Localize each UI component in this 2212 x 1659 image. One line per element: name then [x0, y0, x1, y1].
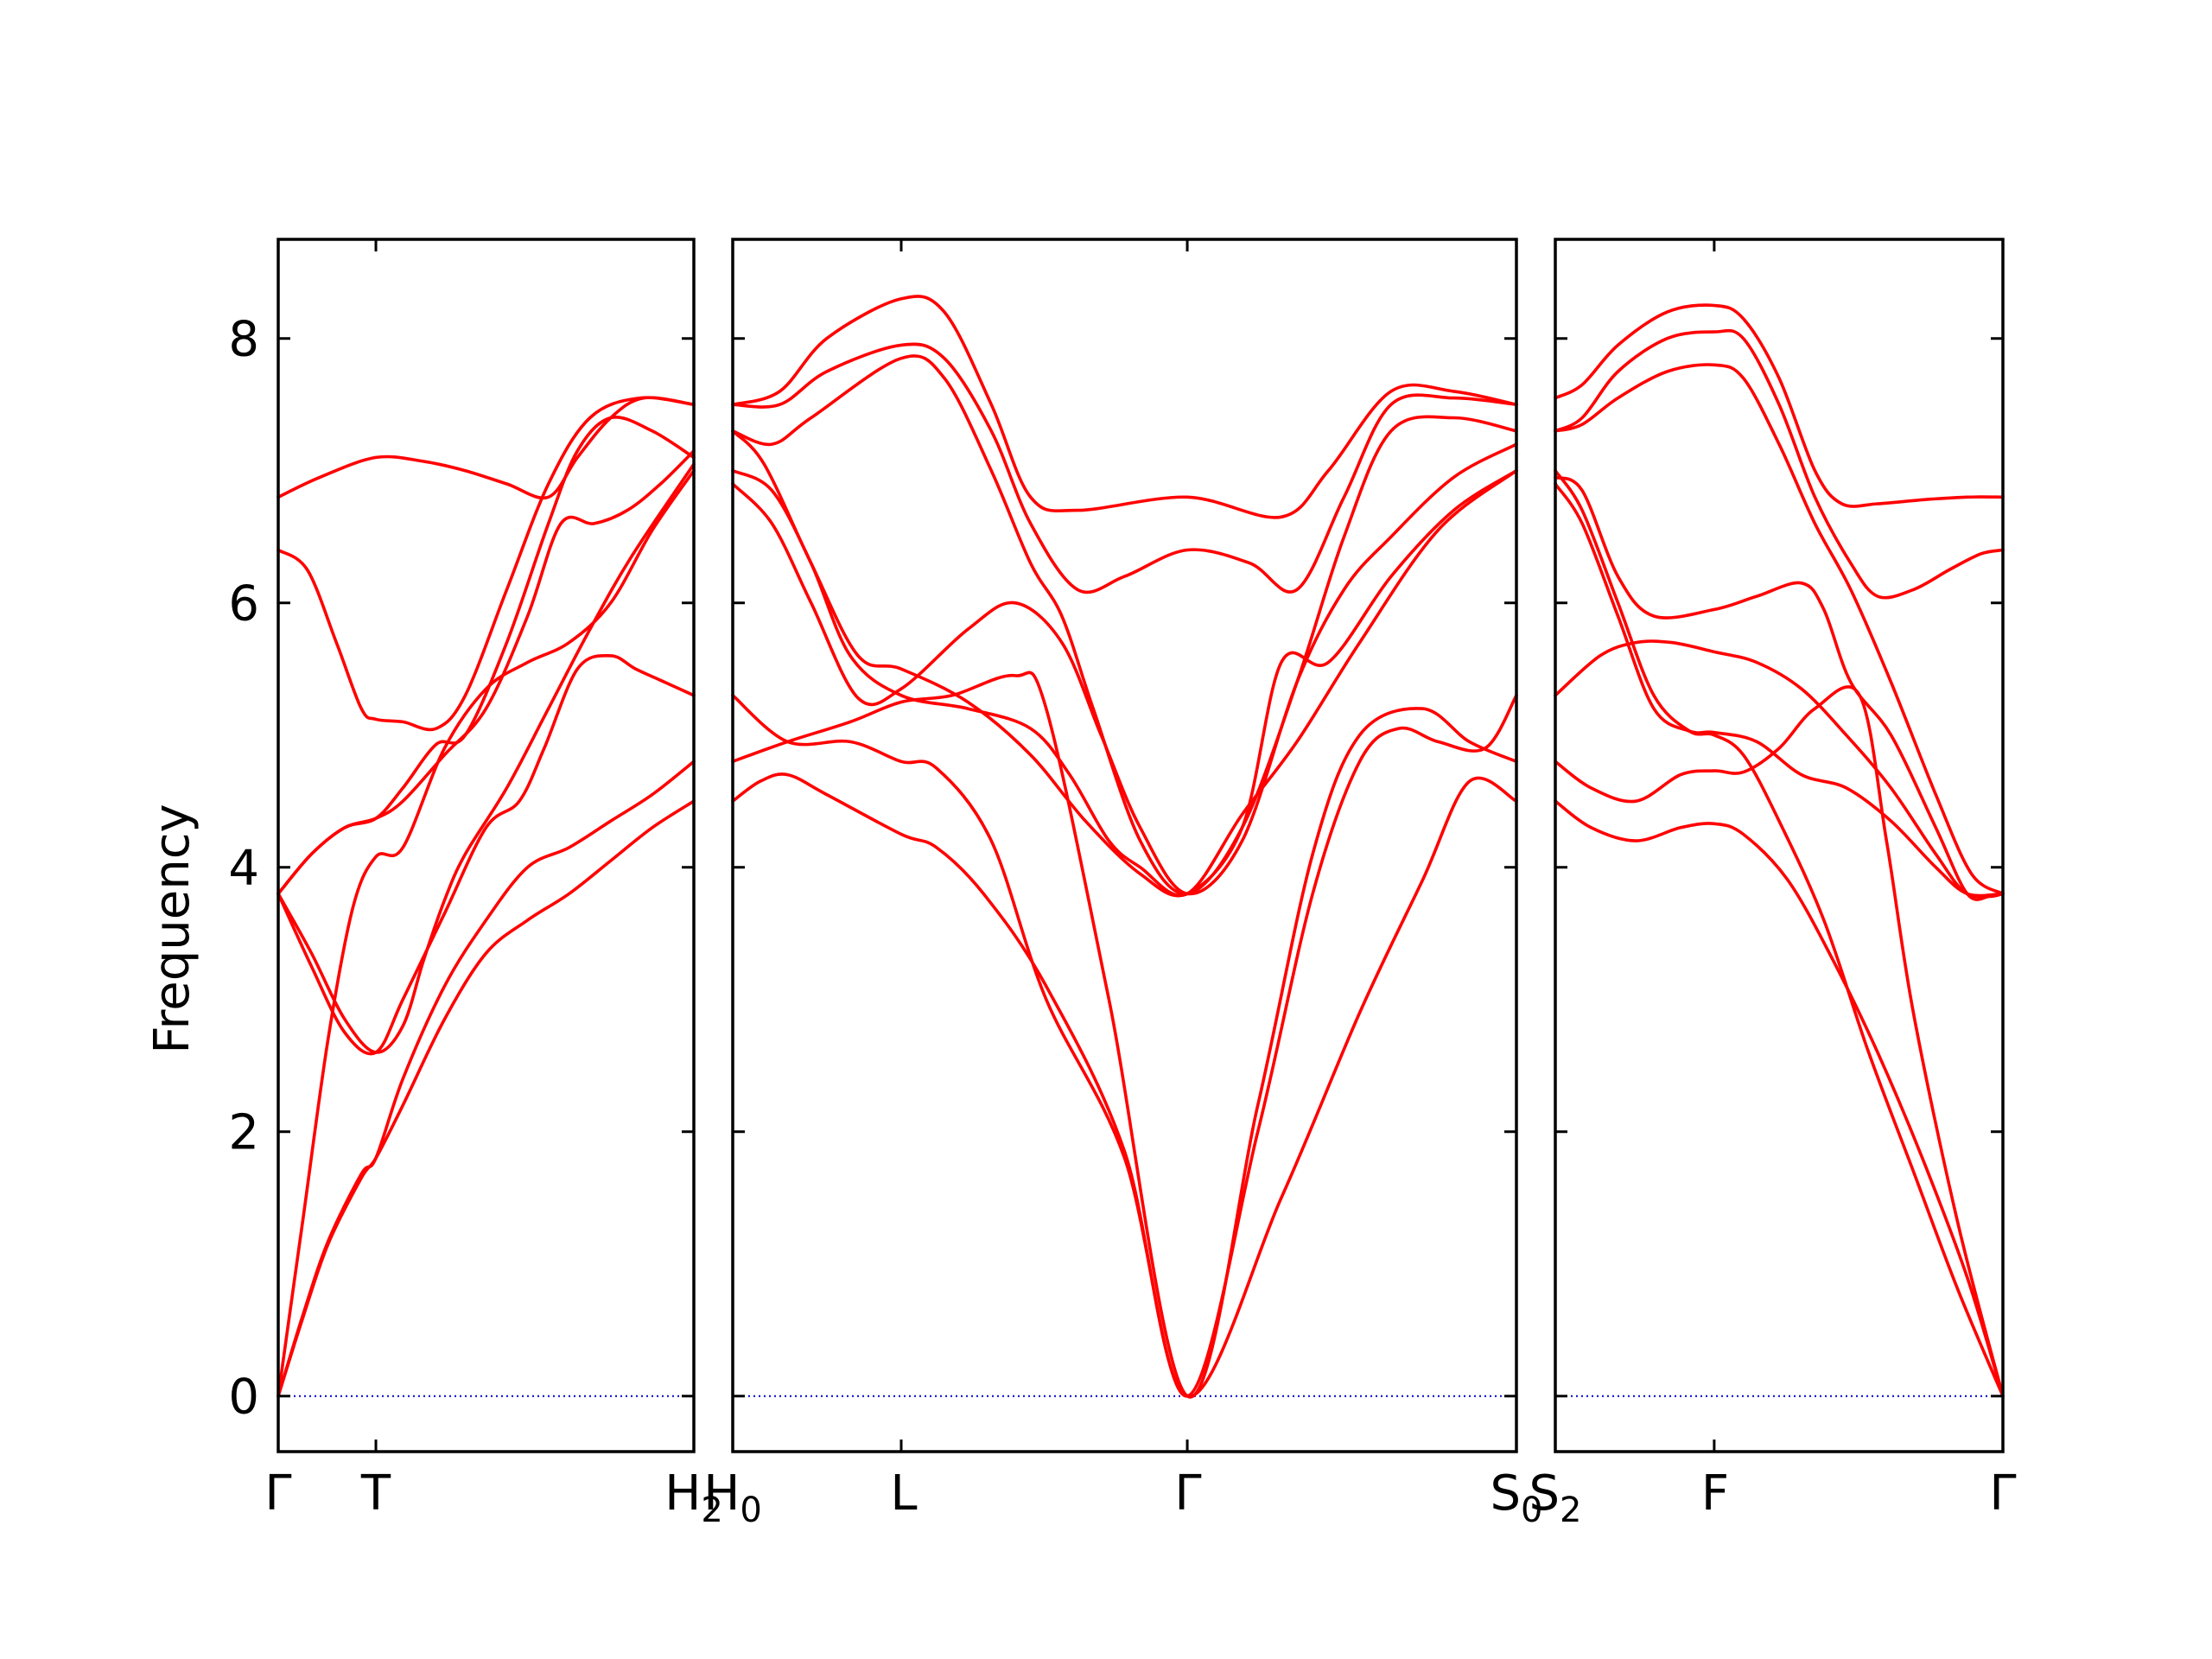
x-tick-label: Γ — [264, 1465, 291, 1522]
y-tick-label: 8 — [228, 312, 259, 368]
y-tick-label: 4 — [228, 841, 259, 897]
x-tick-label: Γ — [1989, 1465, 2016, 1522]
x-tick-label: L — [890, 1465, 917, 1522]
band-line-6 — [1554, 475, 2005, 901]
band-line-3 — [1554, 468, 2005, 1398]
band-line-9 — [1554, 303, 2005, 508]
panel-2 — [731, 238, 1518, 1453]
y-tick-label: 6 — [228, 576, 259, 632]
band-line-2 — [276, 760, 696, 1398]
panel-1 — [276, 238, 696, 1453]
band-line-9 — [731, 295, 1518, 519]
plot-panels — [276, 238, 2005, 1453]
x-tick-label: T — [360, 1465, 391, 1522]
band-line-7 — [276, 449, 696, 896]
x-tick-label: H0 — [703, 1465, 762, 1530]
y-tick-label: 2 — [228, 1105, 259, 1161]
band-line-3 — [731, 694, 1518, 1398]
band-line-4 — [1554, 482, 2005, 898]
band-line-5 — [731, 429, 1518, 898]
band-line-8 — [1554, 328, 2005, 600]
band-line-1 — [1554, 799, 2005, 1398]
band-line-1 — [731, 772, 1518, 1398]
band-line-4 — [276, 462, 696, 1054]
x-tick-label: H2 — [664, 1465, 723, 1530]
band-line-5 — [1554, 639, 2005, 899]
y-tick-labels: 0 2 4 6 8 — [228, 312, 259, 1426]
panel-frame — [276, 238, 696, 1453]
band-line-2 — [1554, 685, 2005, 1398]
band-line-2 — [731, 671, 1518, 1399]
band-line-3 — [276, 468, 696, 1398]
band-line-7 — [1554, 363, 2005, 896]
band-line-9 — [276, 396, 696, 500]
panel-3 — [1554, 238, 2005, 1453]
y-tick-label: 0 — [228, 1370, 259, 1426]
band-line-4 — [731, 468, 1518, 898]
band-line-8 — [731, 342, 1518, 594]
x-tick-label: F — [1701, 1465, 1729, 1522]
band-line-8 — [276, 396, 696, 732]
y-axis-label: Frequency — [144, 804, 200, 1053]
panel-frame — [1554, 238, 2005, 1453]
band-line-5 — [276, 653, 696, 1056]
panel-frame — [731, 238, 1518, 1453]
band-line-7 — [731, 354, 1518, 896]
x-tick-label: Γ — [1174, 1465, 1201, 1522]
